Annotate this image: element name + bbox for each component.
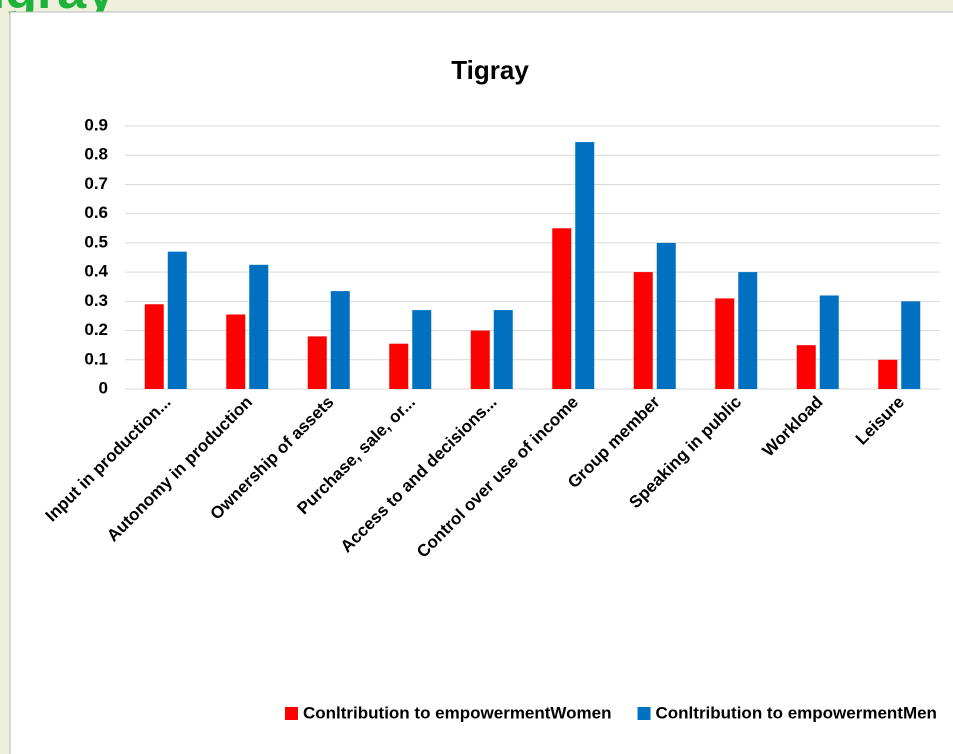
y-tick-label: 0.1	[84, 349, 108, 368]
bar	[715, 298, 735, 389]
bar	[226, 314, 246, 389]
bar	[656, 242, 676, 389]
bar	[389, 343, 409, 389]
y-tick-label: 0.8	[84, 145, 108, 164]
bar	[493, 310, 513, 389]
bar	[552, 228, 572, 389]
bar	[167, 251, 187, 389]
y-tick-label: 0.7	[84, 174, 108, 193]
bar	[330, 291, 350, 389]
bar	[575, 142, 595, 389]
bar	[796, 345, 816, 389]
bar	[819, 295, 839, 389]
bar	[412, 310, 432, 389]
y-tick-label: 0.3	[84, 291, 108, 310]
y-tick-label: 0.4	[84, 262, 108, 281]
bar	[901, 301, 921, 389]
bar	[878, 359, 898, 389]
y-tick-label: 0.6	[84, 203, 108, 222]
bar	[633, 272, 653, 389]
bar	[738, 272, 758, 389]
bar	[249, 264, 269, 389]
chart-title: Tigray	[451, 55, 529, 85]
y-tick-label: 0.5	[84, 232, 108, 251]
bar	[470, 330, 490, 389]
legend-label: Conltribution to empowermentMen	[656, 703, 937, 722]
bar	[144, 304, 164, 389]
y-tick-label: 0.9	[84, 115, 108, 134]
bar	[307, 336, 327, 389]
legend-label: Conltribution to empowermentWomen	[303, 703, 612, 722]
legend-swatch	[637, 707, 651, 720]
legend-swatch	[285, 707, 298, 720]
y-tick-label: 0.2	[84, 320, 108, 339]
y-tick-label: 0	[99, 378, 108, 397]
